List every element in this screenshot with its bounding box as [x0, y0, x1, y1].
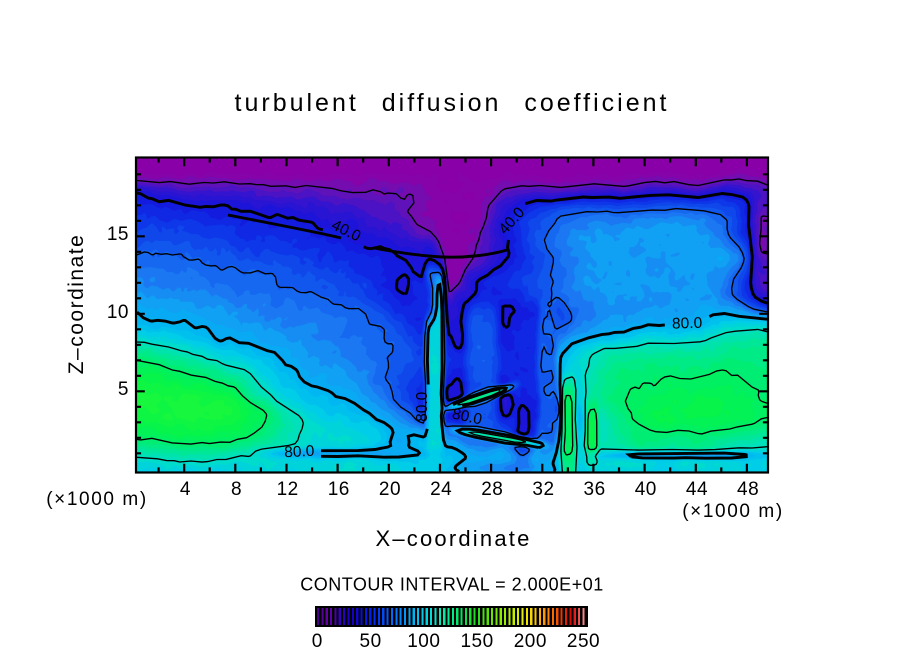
svg-text:80.0: 80.0 — [672, 315, 703, 333]
svg-text:80.0: 80.0 — [414, 391, 431, 422]
svg-text:80.0: 80.0 — [450, 406, 483, 429]
svg-text:80.0: 80.0 — [284, 443, 315, 462]
